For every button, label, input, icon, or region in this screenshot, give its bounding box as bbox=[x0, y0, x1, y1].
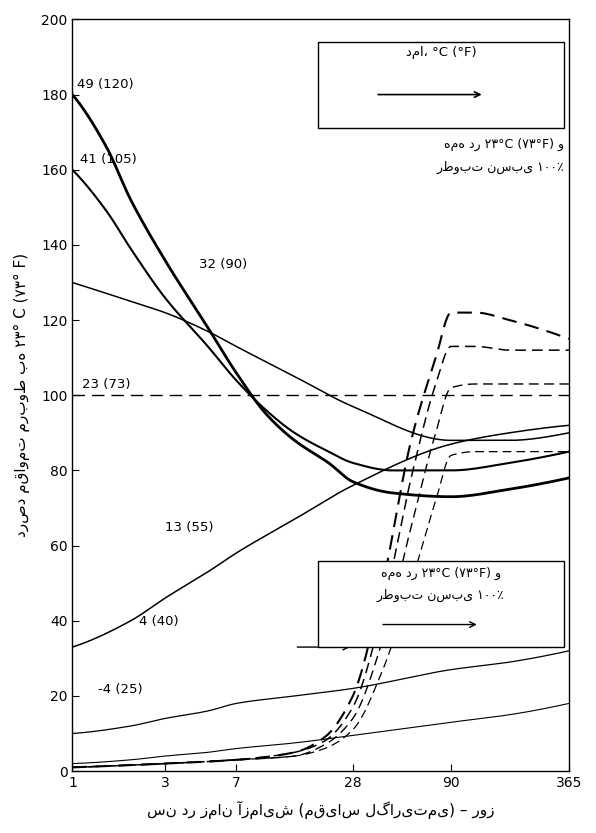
X-axis label: سن در زمان آزمایش (مقیاس لگاریتمی) – روز: سن در زمان آزمایش (مقیاس لگاریتمی) – روز bbox=[147, 801, 495, 819]
Text: رطوبت نسبی ۱۰۰٪: رطوبت نسبی ۱۰۰٪ bbox=[377, 589, 505, 602]
Text: 13 (55): 13 (55) bbox=[165, 521, 213, 534]
Text: 32 (90): 32 (90) bbox=[199, 258, 247, 272]
Text: همه در ۲۳°C (۷۳°F) و: همه در ۲۳°C (۷۳°F) و bbox=[444, 138, 564, 152]
Text: دما، °C (°F): دما، °C (°F) bbox=[405, 46, 476, 58]
Text: رطوبت نسبی ۱۰۰٪: رطوبت نسبی ۱۰۰٪ bbox=[436, 161, 564, 174]
Y-axis label: درصد مقاومت مربوط به ۲۳° C (۷۳° F): درصد مقاومت مربوط به ۲۳° C (۷۳° F) bbox=[14, 253, 30, 537]
Text: 49 (120): 49 (120) bbox=[77, 77, 134, 91]
FancyBboxPatch shape bbox=[318, 561, 564, 647]
Text: 4 (40): 4 (40) bbox=[139, 616, 178, 628]
Text: 23 (73): 23 (73) bbox=[82, 378, 131, 392]
Text: همه در ۲۳°C (۷۳°F) و: همه در ۲۳°C (۷۳°F) و bbox=[381, 566, 501, 580]
FancyBboxPatch shape bbox=[318, 42, 564, 128]
Text: 41 (105): 41 (105) bbox=[80, 153, 137, 166]
Text: -4 (25): -4 (25) bbox=[98, 683, 142, 696]
